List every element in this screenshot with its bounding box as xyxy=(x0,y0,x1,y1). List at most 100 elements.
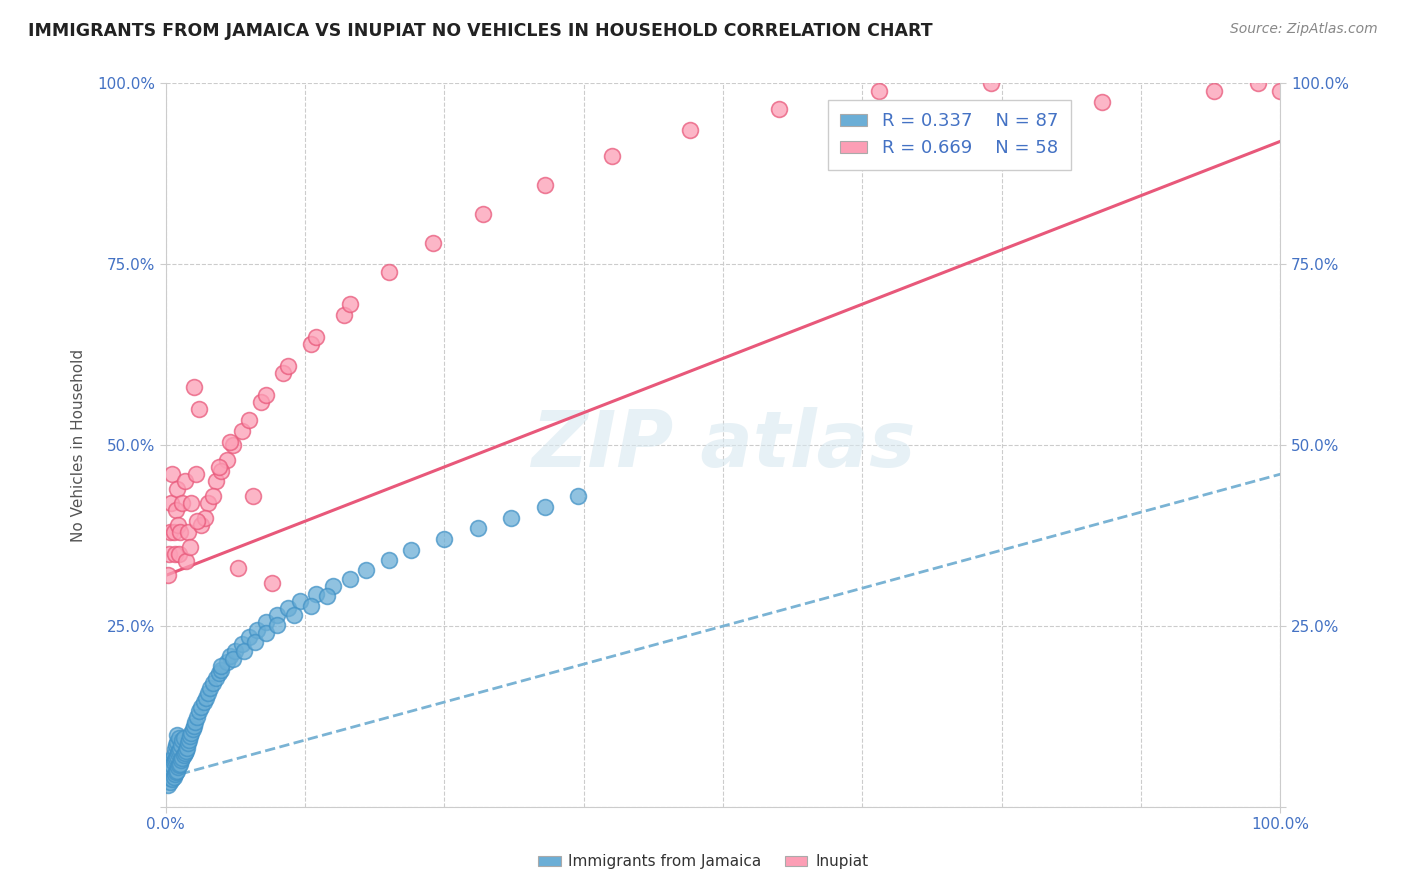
Point xyxy=(167,517,190,532)
Point xyxy=(467,521,489,535)
Legend: R = 0.337    N = 87, R = 0.669    N = 58: R = 0.337 N = 87, R = 0.669 N = 58 xyxy=(828,100,1071,170)
Point xyxy=(211,663,233,677)
Point xyxy=(173,747,195,762)
Point xyxy=(299,337,322,351)
Point xyxy=(160,764,183,778)
Point xyxy=(186,709,208,723)
Point xyxy=(167,746,190,760)
Point xyxy=(159,774,181,789)
Text: ZIP atlas: ZIP atlas xyxy=(531,408,915,483)
Legend: Immigrants from Jamaica, Inupiat: Immigrants from Jamaica, Inupiat xyxy=(531,848,875,875)
Point xyxy=(231,424,253,438)
Point xyxy=(169,756,191,771)
Point xyxy=(157,547,180,561)
Point xyxy=(980,77,1002,91)
Point xyxy=(238,630,260,644)
Point xyxy=(356,563,378,577)
Point xyxy=(170,753,193,767)
Point xyxy=(217,452,239,467)
Point xyxy=(194,691,217,706)
Point xyxy=(166,735,188,749)
Point xyxy=(186,514,208,528)
Point xyxy=(167,743,190,757)
Point xyxy=(246,623,269,637)
Point xyxy=(188,402,211,417)
Point xyxy=(501,510,523,524)
Point xyxy=(205,671,228,685)
Point xyxy=(208,666,231,681)
Point xyxy=(1202,84,1225,98)
Point xyxy=(333,308,356,322)
Point xyxy=(768,102,790,116)
Point xyxy=(322,579,344,593)
Point xyxy=(179,729,201,743)
Point xyxy=(283,608,305,623)
Point xyxy=(160,753,183,767)
Point xyxy=(162,524,184,539)
Point xyxy=(219,649,242,664)
Point xyxy=(170,739,193,753)
Point xyxy=(299,599,322,613)
Point xyxy=(160,496,183,510)
Point xyxy=(159,756,181,771)
Point xyxy=(176,740,198,755)
Point xyxy=(188,705,211,719)
Point xyxy=(201,675,224,690)
Point xyxy=(600,149,623,163)
Point xyxy=(231,637,253,651)
Y-axis label: No Vehicles in Household: No Vehicles in Household xyxy=(72,349,86,541)
Point xyxy=(162,758,184,772)
Point xyxy=(162,747,184,762)
Point xyxy=(339,297,361,311)
Point xyxy=(163,767,186,781)
Text: Source: ZipAtlas.com: Source: ZipAtlas.com xyxy=(1230,22,1378,37)
Point xyxy=(156,568,179,582)
Point xyxy=(226,561,249,575)
Point xyxy=(238,413,260,427)
Point xyxy=(190,517,212,532)
Point xyxy=(166,728,188,742)
Point xyxy=(271,366,294,380)
Point xyxy=(205,475,228,489)
Point xyxy=(183,719,205,733)
Point xyxy=(868,84,890,98)
Point xyxy=(260,575,283,590)
Point xyxy=(172,733,194,747)
Point xyxy=(221,651,243,665)
Point xyxy=(174,743,197,757)
Point xyxy=(200,681,222,695)
Point xyxy=(288,594,311,608)
Point xyxy=(472,207,495,221)
Point xyxy=(166,749,188,764)
Point xyxy=(277,601,299,615)
Point xyxy=(305,586,328,600)
Point xyxy=(533,500,555,514)
Point xyxy=(184,714,207,729)
Point xyxy=(167,758,190,772)
Point xyxy=(243,635,266,649)
Point xyxy=(254,615,277,630)
Point xyxy=(160,771,183,785)
Point xyxy=(254,387,277,401)
Point xyxy=(190,700,212,714)
Point xyxy=(163,753,186,767)
Point xyxy=(201,489,224,503)
Point xyxy=(159,524,181,539)
Point xyxy=(172,496,194,510)
Point xyxy=(167,760,190,774)
Point xyxy=(197,686,219,700)
Point xyxy=(165,765,187,780)
Point xyxy=(156,778,179,792)
Point xyxy=(316,589,339,603)
Point xyxy=(162,755,184,769)
Point xyxy=(266,608,288,623)
Point xyxy=(163,547,186,561)
Point xyxy=(180,496,202,510)
Point xyxy=(232,644,254,658)
Point xyxy=(166,764,188,778)
Point xyxy=(433,533,456,547)
Point xyxy=(422,235,444,250)
Point xyxy=(165,739,187,753)
Point xyxy=(180,726,202,740)
Point xyxy=(194,510,217,524)
